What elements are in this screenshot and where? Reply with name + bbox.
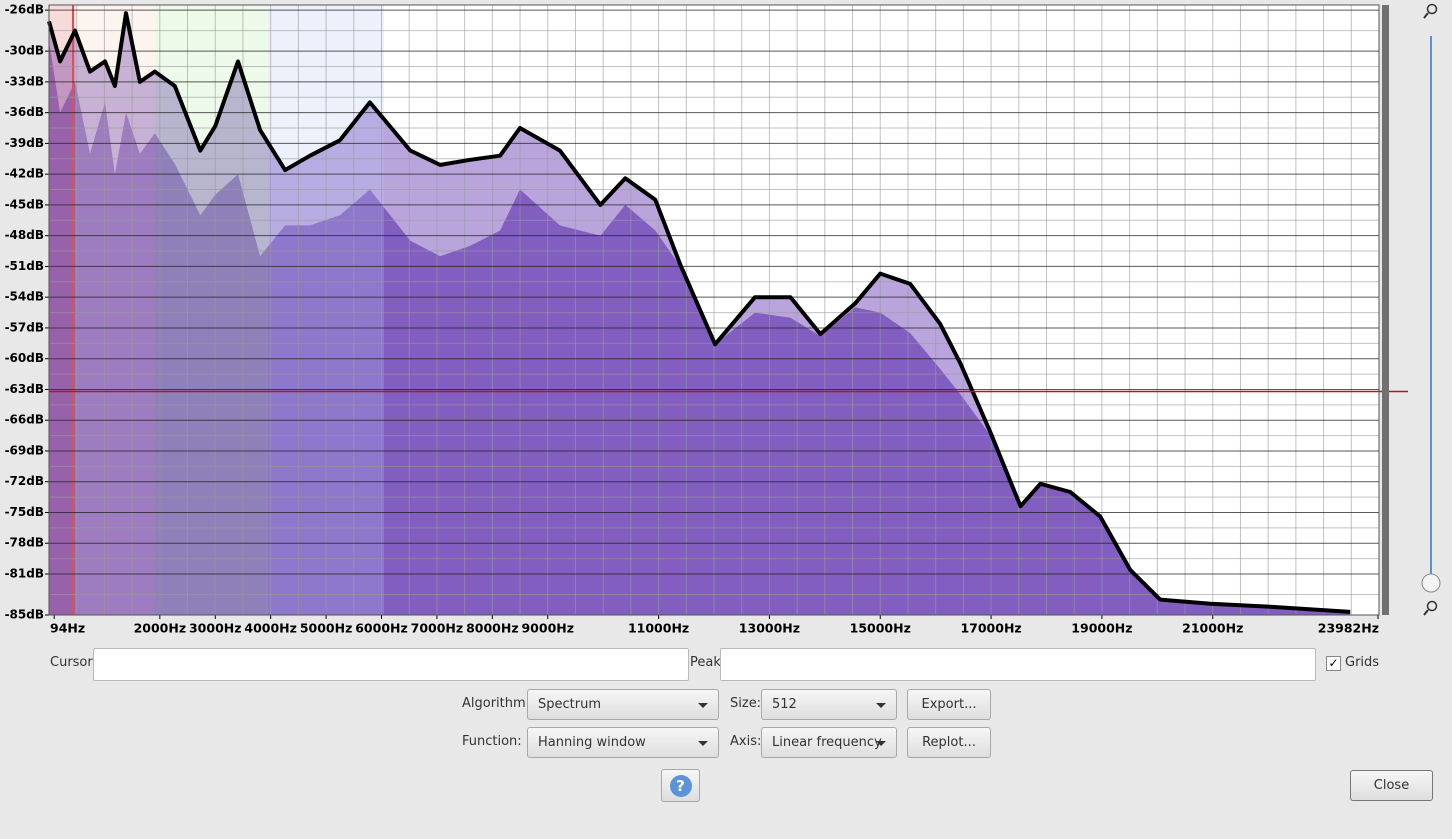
y-tick-label: -39dB — [5, 136, 44, 150]
axis-dropdown[interactable]: Linear frequency — [761, 727, 897, 758]
x-tick-label: 8000Hz — [466, 621, 519, 636]
x-tick-label: 3000Hz — [189, 621, 242, 636]
scrollbar[interactable] — [1382, 5, 1389, 615]
y-tick-label: -48dB — [5, 228, 44, 242]
export-text: Export... — [921, 697, 977, 712]
grids-checkbox[interactable]: ✓ — [1326, 656, 1341, 671]
peak-label: Peak: — [690, 655, 726, 670]
peak-field[interactable] — [720, 648, 1316, 681]
replot-text: Replot... — [922, 735, 976, 750]
algorithm-dropdown[interactable]: Spectrum — [527, 689, 719, 720]
x-tick-label: 17000Hz — [960, 621, 1021, 636]
x-tick-label: 7000Hz — [411, 621, 464, 636]
axis-label: Axis: — [730, 734, 762, 749]
y-tick-label: -72dB — [5, 474, 44, 488]
x-tick-label: 11000Hz — [628, 621, 689, 636]
algorithm-label: Algorithm: — [462, 696, 531, 711]
grids-label: Grids — [1345, 655, 1380, 670]
function-value: Hanning window — [538, 735, 646, 750]
band — [155, 5, 268, 615]
x-tick-label: 6000Hz — [355, 621, 408, 636]
x-tick-label: 94Hz — [50, 621, 85, 636]
close-text: Close — [1373, 778, 1410, 793]
y-tick-label: -36dB — [5, 105, 44, 119]
y-tick-label: -42dB — [5, 167, 44, 181]
spectrum-plot: -26dB -30dB -33dB -36dB -39dB -42dB -45dB -48dB… — [5, 3, 1441, 636]
spectrum-line — [47, 11, 1351, 614]
y-tick-label: -81dB — [5, 566, 44, 580]
y-tick-label: -45dB — [5, 197, 44, 211]
y-tick-label: -75dB — [5, 505, 44, 519]
zoom-slider[interactable] — [1421, 573, 1441, 593]
y-tick-label: -78dB — [5, 536, 44, 550]
x-tick-label: 5000Hz — [300, 621, 353, 636]
cursor-label: Cursor: — [50, 655, 97, 670]
x-tick-label: 19000Hz — [1071, 621, 1132, 636]
y-tick-label: -57dB — [5, 320, 44, 334]
algorithm-value: Spectrum — [538, 697, 601, 712]
y-tick-label: -60dB — [5, 351, 44, 365]
y-tick-label: -66dB — [5, 413, 44, 427]
y-tick-label: -85dB — [5, 608, 44, 622]
help-button[interactable]: ? — [661, 769, 700, 802]
help-icon: ? — [669, 774, 692, 797]
x-tick-label: 13000Hz — [739, 621, 800, 636]
band — [75, 5, 155, 615]
close-button[interactable]: Close — [1350, 770, 1433, 801]
y-tick-label: -63dB — [5, 382, 44, 396]
cursor-field[interactable] — [93, 648, 689, 681]
y-tick-label: -33dB — [5, 74, 44, 88]
x-tick-label: 2000Hz — [134, 621, 187, 636]
zoom-in-icon[interactable] — [1423, 3, 1438, 19]
function-label: Function: — [462, 734, 522, 749]
size-label: Size: — [730, 696, 762, 711]
y-tick-label: -26dB — [5, 3, 44, 17]
y-tick-label: -30dB — [5, 44, 44, 58]
x-tick-label: 9000Hz — [521, 621, 574, 636]
size-value: 512 — [772, 697, 797, 712]
replot-button[interactable]: Replot... — [907, 727, 991, 758]
x-tick-label: 4000Hz — [244, 621, 297, 636]
x-tick-label: 21000Hz — [1182, 621, 1243, 636]
function-dropdown[interactable]: Hanning window — [527, 727, 719, 758]
x-tick-label: 23982Hz — [1318, 621, 1379, 636]
x-tick-label: 15000Hz — [850, 621, 911, 636]
y-tick-label: -51dB — [5, 259, 44, 273]
band — [49, 5, 75, 615]
selection-bands — [49, 5, 384, 615]
y-tick-label: -69dB — [5, 443, 44, 457]
size-dropdown[interactable]: 512 — [761, 689, 897, 720]
export-button[interactable]: Export... — [907, 689, 991, 720]
zoom-out-icon[interactable] — [1423, 600, 1438, 616]
axis-value: Linear frequency — [772, 735, 882, 750]
plot-border — [48, 4, 1380, 616]
y-tick-label: -54dB — [5, 290, 44, 304]
